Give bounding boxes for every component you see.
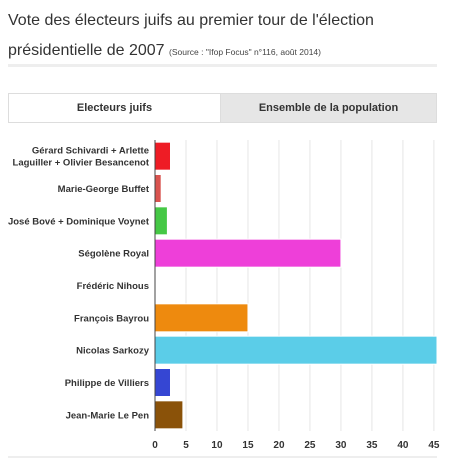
bar-1: [154, 174, 162, 203]
bar-5: [154, 303, 249, 333]
category-label-line: Marie-George Buffet: [58, 184, 150, 195]
category-label-6: Nicolas Sarkozy: [76, 346, 150, 357]
category-label-line: Philippe de Villiers: [65, 378, 149, 389]
x-tick-label-40: 40: [397, 440, 409, 451]
bar-2: [154, 206, 168, 236]
bar-7: [154, 368, 171, 397]
category-label-line: Frédéric Nihous: [77, 281, 149, 292]
category-label-3: Ségolène Royal: [78, 249, 149, 260]
category-label-2: José Bové + Dominique Voynet: [8, 216, 150, 227]
category-label-line: François Bayrou: [74, 313, 149, 324]
chart-title-source: (Source : "Ifop Focus" n°116, août 2014): [169, 47, 321, 57]
category-label-0: Gérard Schivardi + Arlette Laguiller + Ol…: [13, 146, 150, 169]
category-label-5: François Bayrou: [74, 313, 149, 324]
bottom-divider: [8, 456, 437, 458]
x-tick-label-10: 10: [211, 440, 223, 451]
category-label-8: Jean-Marie Le Pen: [66, 410, 150, 421]
bar-8: [154, 400, 184, 430]
tab-ensemble-population[interactable]: Ensemble de la population: [258, 102, 399, 114]
x-tick-label-45: 45: [428, 440, 440, 451]
x-tick-label-35: 35: [366, 440, 378, 451]
tab-bar: Electeurs juifs Ensemble de la populatio…: [8, 93, 437, 123]
bar-0: [154, 141, 171, 171]
category-label-1: Marie-George Buffet: [58, 184, 150, 195]
title-divider: [8, 64, 437, 67]
bar-3: [154, 238, 342, 268]
chart-title: Vote des électeurs juifs au premier tour…: [8, 6, 440, 67]
x-tick-label-0: 0: [152, 440, 158, 451]
category-label-line: Ségolène Royal: [78, 249, 149, 260]
tab-electeurs-juifs[interactable]: Electeurs juifs: [9, 94, 221, 122]
category-label-line: Nicolas Sarkozy: [76, 346, 150, 357]
bar-6: [154, 335, 438, 365]
chart-title-main: Vote des électeurs juifs au premier tour…: [8, 12, 374, 59]
x-tick-label-30: 30: [335, 440, 347, 451]
x-tick-label-5: 5: [183, 440, 189, 451]
x-tick-label-20: 20: [273, 440, 285, 451]
category-label-7: Philippe de Villiers: [65, 378, 149, 389]
category-label-line: José Bové + Dominique Voynet: [8, 216, 150, 227]
category-label-line: Jean-Marie Le Pen: [66, 410, 150, 421]
x-tick-label-25: 25: [304, 440, 316, 451]
category-label-4: Frédéric Nihous: [77, 281, 149, 292]
category-label-line: Gérard Schivardi + Arlette: [32, 146, 149, 157]
x-tick-label-15: 15: [242, 440, 254, 451]
category-label-line: Laguiller + Olivier Besancenot: [13, 158, 150, 169]
